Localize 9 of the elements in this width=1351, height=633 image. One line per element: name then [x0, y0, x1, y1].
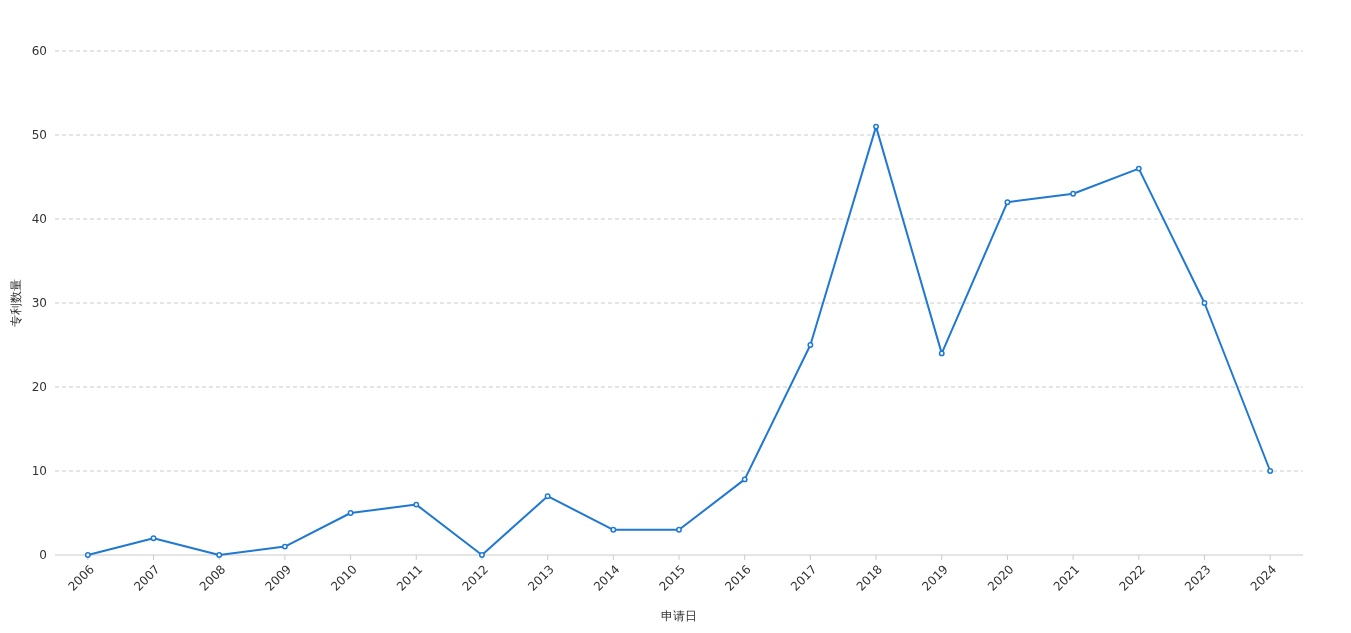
- y-tick-label: 10: [31, 464, 47, 479]
- y-tick-label: 50: [31, 128, 47, 143]
- y-tick-label: 30: [31, 296, 47, 311]
- y-tick-label: 40: [31, 212, 47, 227]
- y-axis-title: 专利数量: [9, 279, 23, 327]
- y-tick-label: 60: [31, 44, 47, 59]
- y-tick-label: 20: [31, 380, 47, 395]
- y-tick-label: 0: [39, 548, 47, 563]
- x-axis-title: 申请日: [661, 609, 697, 623]
